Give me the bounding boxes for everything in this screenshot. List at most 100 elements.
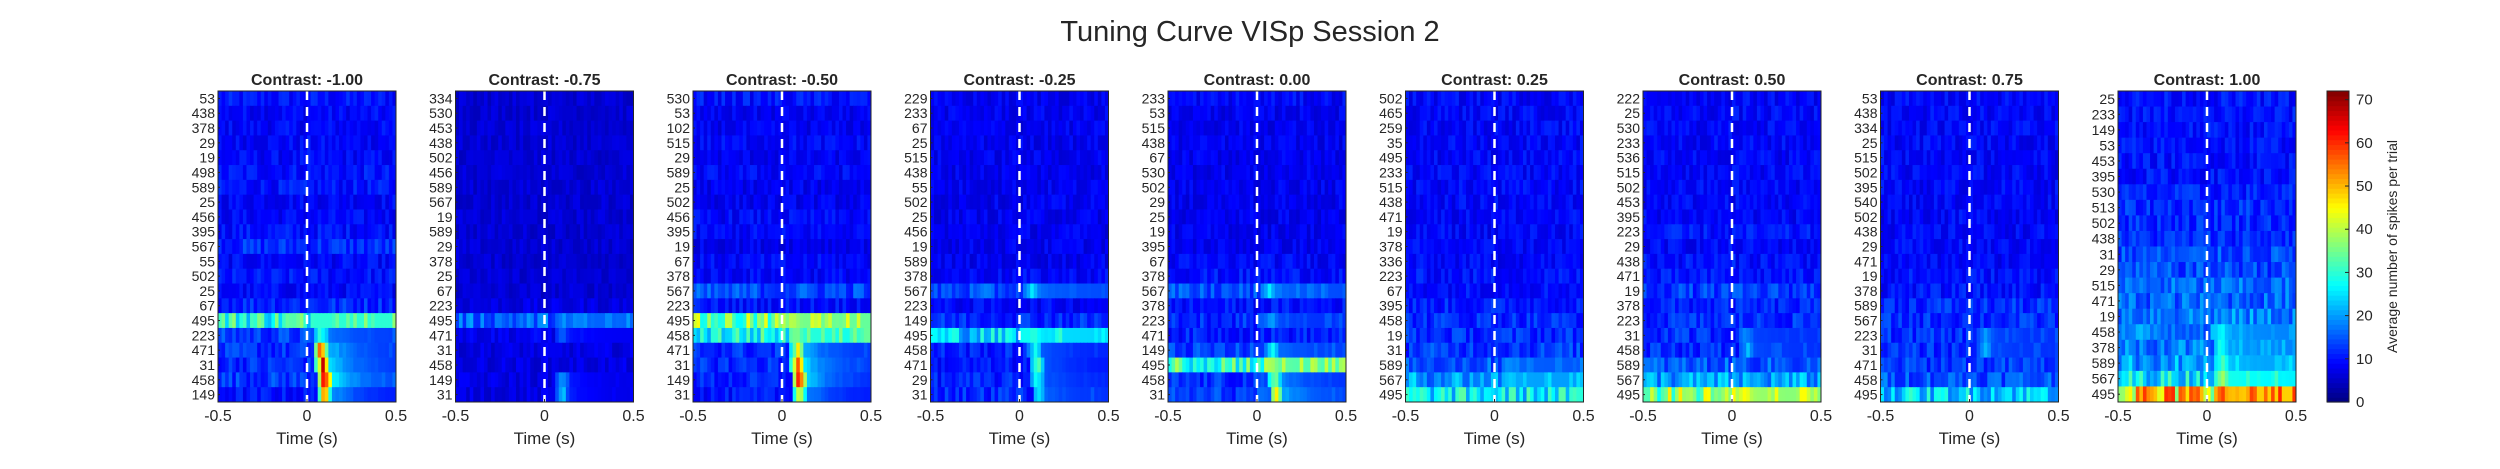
heatmap-cell (944, 313, 949, 329)
heatmap-cell (519, 209, 524, 225)
heatmap-cell (257, 165, 262, 181)
heatmap-cell (487, 239, 492, 255)
heatmap-cell (360, 327, 365, 344)
heatmap-cell (739, 342, 744, 359)
heatmap-cell (962, 239, 967, 255)
heatmap-cell (1207, 150, 1212, 166)
heatmap-cell (455, 357, 460, 373)
heatmap-cell (367, 342, 372, 359)
heatmap-cell (551, 342, 556, 359)
heatmap-cell (569, 105, 574, 122)
heatmap-cell (937, 209, 942, 225)
heatmap-cell (735, 239, 740, 255)
heatmap-cell (1249, 150, 1255, 166)
heatmap-cell (271, 150, 276, 166)
heatmap-cell (998, 283, 1003, 299)
heatmap-cell (455, 120, 460, 137)
heatmap-cell (951, 209, 957, 225)
heatmap-cell (838, 327, 844, 344)
heatmap-cell (951, 194, 957, 211)
heatmap-cell (317, 135, 322, 151)
heatmap-cell (572, 91, 578, 107)
heatmap-cell (838, 387, 844, 402)
heatmap-cell (1232, 209, 1237, 225)
heatmap-cell (225, 209, 230, 225)
heatmap-cell (1044, 165, 1049, 181)
heatmap-cell (385, 150, 390, 166)
heatmap-cell (483, 342, 489, 359)
heatmap-cell (1196, 224, 1201, 240)
heatmap-cell (1306, 105, 1311, 122)
heatmap-cell (533, 298, 538, 314)
heatmap-cell (1299, 209, 1304, 225)
heatmap-cell (356, 313, 361, 329)
heatmap-cell (1080, 298, 1085, 314)
heatmap-cell (533, 313, 538, 329)
heatmap-cell (958, 268, 964, 285)
heatmap-cell (732, 239, 737, 255)
heatmap-cell (250, 179, 255, 196)
heatmap-cell (1072, 327, 1078, 344)
heatmap-cell (856, 357, 861, 373)
heatmap-cell (1090, 224, 1095, 240)
heatmap-cell (544, 165, 549, 181)
heatmap-cell (1171, 150, 1176, 166)
heatmap-cell (612, 372, 617, 388)
heatmap-cell (1306, 179, 1311, 196)
heatmap-cell (721, 357, 726, 373)
heatmap-cell (725, 120, 730, 137)
heatmap-cell (1235, 105, 1240, 122)
heatmap-cell (1196, 165, 1201, 181)
heatmap-cell (466, 135, 471, 151)
heatmap-cell (476, 268, 482, 285)
y-tick-label: 458 (429, 357, 453, 373)
heatmap-cell (619, 105, 624, 122)
heatmap-cell (1260, 209, 1265, 225)
heatmap-cell (526, 253, 531, 270)
heatmap-cell (516, 298, 521, 314)
heatmap-cell (526, 327, 531, 344)
heatmap-cell (228, 179, 233, 196)
heatmap-cell (799, 91, 804, 107)
heatmap-cell (714, 327, 719, 344)
heatmap-cell (587, 327, 592, 344)
heatmap-cell (930, 268, 935, 285)
heatmap-cell (973, 387, 978, 402)
heatmap-cell (771, 253, 776, 270)
heatmap-cell (385, 224, 390, 240)
heatmap-cell (1104, 327, 1109, 344)
y-tick-label: 149 (667, 372, 691, 388)
heatmap-cell (321, 179, 326, 196)
heatmap-cell (799, 283, 804, 299)
y-tick-label: 498 (192, 164, 216, 180)
heatmap-cell (469, 283, 474, 299)
heatmap-cell (530, 342, 535, 359)
heatmap-cell (1217, 179, 1222, 196)
heatmap-cell (941, 135, 946, 151)
heatmap-cell (1030, 253, 1035, 270)
heatmap-cell (1040, 224, 1046, 240)
heatmap-cell (958, 357, 964, 373)
heatmap-cell (810, 120, 815, 137)
heatmap-cell (1196, 91, 1201, 107)
heatmap-cell (1249, 239, 1255, 255)
heatmap-cell (392, 105, 396, 122)
heatmap-cell (612, 387, 617, 402)
heatmap-cell (363, 91, 369, 107)
heatmap-cell (1189, 105, 1194, 122)
heatmap-cell (225, 120, 230, 137)
heatmap-cell (1080, 209, 1085, 225)
heatmap-cell (303, 209, 308, 225)
heatmap-cell (459, 224, 464, 240)
heatmap-cell (1037, 91, 1042, 107)
heatmap-cell (849, 372, 854, 388)
heatmap-cell (1026, 298, 1031, 314)
y-tick-label: 530 (429, 105, 453, 121)
heatmap-cell (1232, 224, 1237, 240)
y-tick-label: 29 (912, 372, 928, 388)
heatmap-cell (1185, 135, 1190, 151)
heatmap-cell (498, 342, 503, 359)
heatmap-cell (310, 224, 315, 240)
heatmap-cell (501, 179, 506, 196)
heatmap-cell (828, 342, 833, 359)
